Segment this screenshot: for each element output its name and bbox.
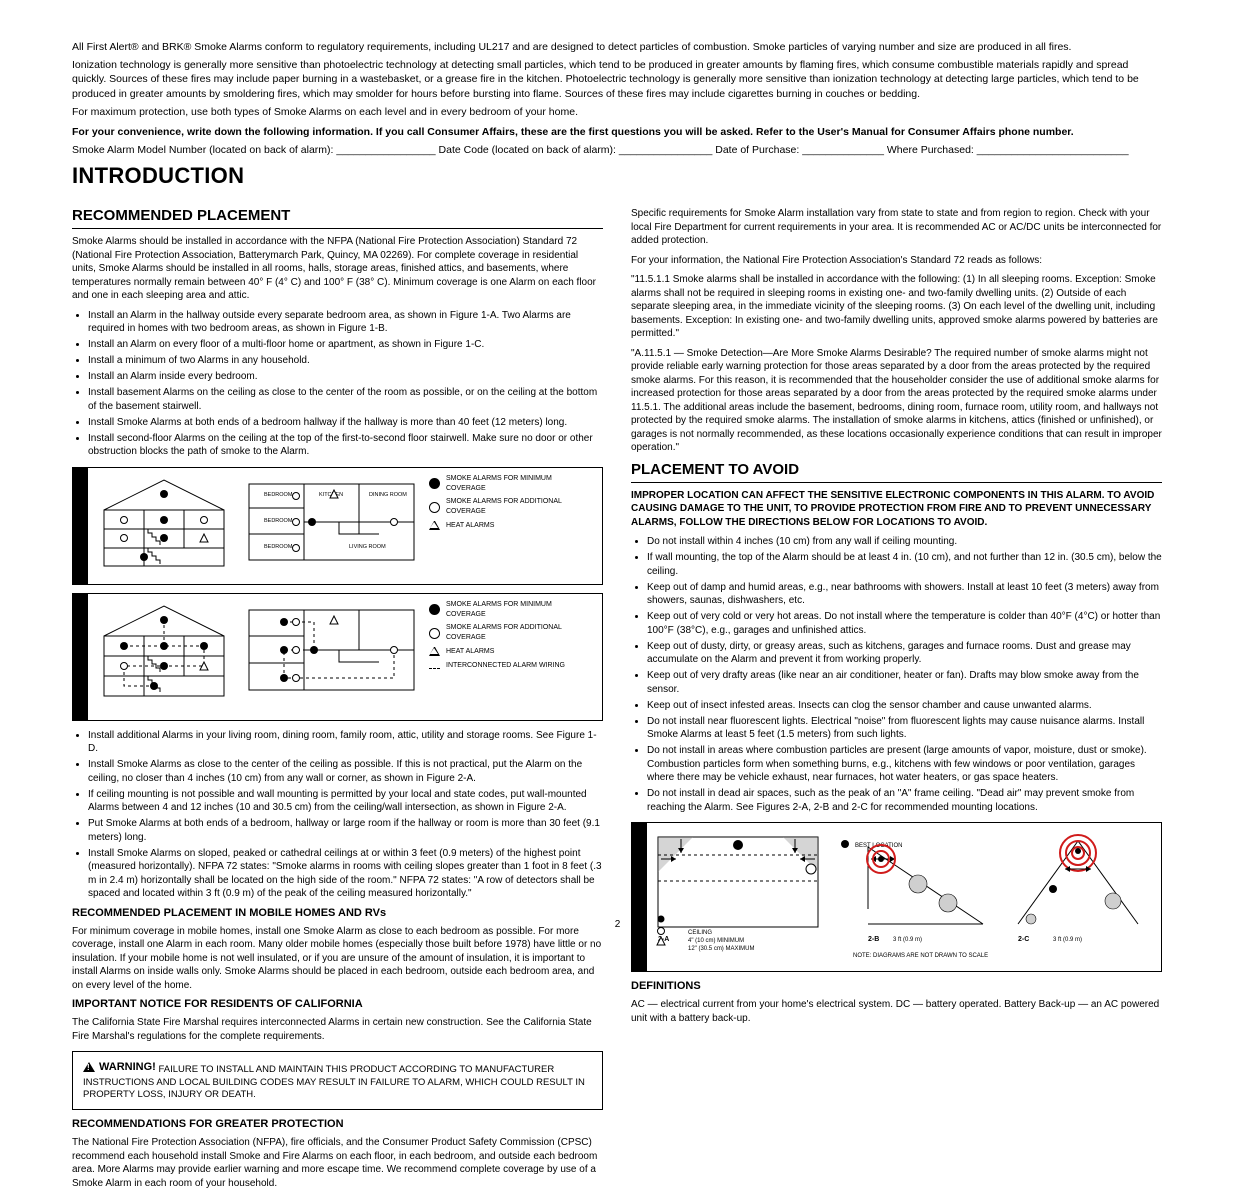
right-p5: AC — electrical current from your home's…: [631, 998, 1162, 1025]
floorplan-interconnected-icon: [244, 600, 419, 706]
house-section-interconnected-icon: [94, 600, 234, 706]
list-item: Install Smoke Alarms on sloped, peaked o…: [88, 847, 603, 901]
list-item: Keep out of damp and humid areas, e.g., …: [647, 581, 1162, 608]
triangle-icon: [429, 521, 440, 530]
right-q1: "11.5.1.1 Smoke alarms shall be installe…: [631, 273, 1162, 341]
right-warn2: IMPROPER LOCATION CAN AFFECT THE SENSITI…: [631, 489, 1162, 530]
figure-2-placement: 2-A CEILING 4" (10 cm) MINIMUM 12" (30.5…: [631, 822, 1162, 972]
list-item: Keep out of dusty, dirty, or greasy area…: [647, 640, 1162, 667]
sub-greater: RECOMMENDATIONS FOR GREATER PROTECTION: [72, 1118, 603, 1130]
warning-heading: WARNING!: [99, 1060, 156, 1074]
svg-text:CEILING: CEILING: [688, 930, 712, 936]
sub-ca: IMPORTANT NOTICE FOR RESIDENTS OF CALIFO…: [72, 998, 603, 1010]
warning-body: FAILURE TO INSTALL AND MAINTAIN THIS PRO…: [83, 1064, 585, 1100]
svg-text:4" (10 cm) MINIMUM: 4" (10 cm) MINIMUM: [688, 938, 744, 944]
open-circle-icon: [429, 502, 440, 513]
list-item: Do not install within 4 inches (10 cm) f…: [647, 535, 1162, 549]
header-fields: Smoke Alarm Model Number (located on bac…: [72, 143, 1163, 157]
list-item: Keep out of insect infested areas. Insec…: [647, 699, 1162, 713]
list-item: Install an Alarm in the hallway outside …: [88, 309, 603, 336]
open-circle-icon: [429, 628, 440, 639]
page-header: All First Alert® and BRK® Smoke Alarms c…: [72, 40, 1163, 157]
list-item: Install second-floor Alarms on the ceili…: [88, 432, 603, 459]
list-item: Install additional Alarms in your living…: [88, 729, 603, 756]
svg-text:BEDROOM: BEDROOM: [264, 518, 293, 524]
left-column: RECOMMENDED PLACEMENT Smoke Alarms shoul…: [72, 201, 603, 1196]
legend-1: SMOKE ALARMS FOR MINIMUM COVERAGE SMOKE …: [429, 474, 579, 535]
sub-defs: DEFINITIONS: [631, 980, 1162, 992]
ceiling-placement-diagram: 2-A CEILING 4" (10 cm) MINIMUM 12" (30.5…: [653, 829, 1148, 959]
warning-box: WARNING! FAILURE TO INSTALL AND MAINTAIN…: [72, 1051, 603, 1110]
list-item: Install a minimum of two Alarms in any h…: [88, 354, 603, 368]
svg-text:BEDROOM: BEDROOM: [264, 492, 293, 498]
heading-avoid: PLACEMENT TO AVOID: [631, 461, 1162, 483]
left-p2: For minimum coverage in mobile homes, in…: [72, 925, 603, 993]
list-item: Install an Alarm on every floor of a mul…: [88, 338, 603, 352]
filled-circle-icon: [429, 604, 440, 615]
list-item: Do not install near fluorescent lights. …: [647, 715, 1162, 742]
list-item: Do not install in areas where combustion…: [647, 744, 1162, 785]
list-item: Put Smoke Alarms at both ends of a bedro…: [88, 817, 603, 844]
svg-text:2-C: 2-C: [1018, 936, 1029, 943]
svg-text:BEDROOM: BEDROOM: [264, 544, 293, 550]
svg-text:NOTE: DIAGRAMS ARE NOT DRAWN T: NOTE: DIAGRAMS ARE NOT DRAWN TO SCALE: [853, 953, 988, 959]
header-line1: All First Alert® and BRK® Smoke Alarms c…: [72, 40, 1163, 54]
heading-recommended: RECOMMENDED PLACEMENT: [72, 207, 603, 229]
floorplan-icon: BEDROOM BEDROOM BEDROOM KITCHEN DINING R…: [244, 474, 419, 570]
figure-1-interconnected: SMOKE ALARMS FOR MINIMUM COVERAGE SMOKE …: [72, 593, 603, 721]
page-number: 2: [615, 919, 621, 930]
right-lead: Specific requirements for Smoke Alarm in…: [631, 207, 1162, 248]
legend-2: SMOKE ALARMS FOR MINIMUM COVERAGE SMOKE …: [429, 600, 579, 675]
list-item: Install basement Alarms on the ceiling a…: [88, 386, 603, 413]
svg-text:3 ft (0.9 m): 3 ft (0.9 m): [893, 937, 922, 943]
svg-text:12" (30.5 cm) MAXIMUM: 12" (30.5 cm) MAXIMUM: [688, 946, 754, 952]
svg-text:DINING ROOM: DINING ROOM: [369, 492, 407, 498]
svg-text:3 ft (0.9 m): 3 ft (0.9 m): [1053, 937, 1082, 943]
svg-text:LIVING ROOM: LIVING ROOM: [349, 544, 386, 550]
right-q2: "A.11.5.1 — Smoke Detection—Are More Smo…: [631, 347, 1162, 455]
page-title: INTRODUCTION: [72, 163, 1163, 189]
left-p1: Smoke Alarms should be installed in acco…: [72, 235, 603, 303]
left-list1: Install an Alarm in the hallway outside …: [72, 309, 603, 459]
right-list: Do not install within 4 inches (10 cm) f…: [631, 535, 1162, 814]
list-item: If ceiling mounting is not possible and …: [88, 788, 603, 815]
figure-1-single: BEDROOM BEDROOM BEDROOM KITCHEN DINING R…: [72, 467, 603, 585]
filled-circle-icon: [429, 478, 440, 489]
list-item: Install Smoke Alarms at both ends of a b…: [88, 416, 603, 430]
left-list1b: Install additional Alarms in your living…: [72, 729, 603, 901]
list-item: Keep out of very drafty areas (like near…: [647, 669, 1162, 696]
left-p4: The National Fire Protection Association…: [72, 1136, 603, 1190]
right-nfpa1: For your information, the National Fire …: [631, 254, 1162, 268]
list-item: Do not install in dead air spaces, such …: [647, 787, 1162, 814]
right-column: Specific requirements for Smoke Alarm in…: [631, 201, 1162, 1196]
list-item: If wall mounting, the top of the Alarm s…: [647, 551, 1162, 578]
list-item: Keep out of very cold or very hot areas.…: [647, 610, 1162, 637]
sub-mobile: RECOMMENDED PLACEMENT IN MOBILE HOMES AN…: [72, 907, 603, 919]
header-phone: For your convenience, write down the fol…: [72, 125, 1163, 139]
list-item: Install an Alarm inside every bedroom.: [88, 370, 603, 384]
triangle-icon: [429, 647, 440, 656]
list-item: Install Smoke Alarms as close to the cen…: [88, 758, 603, 785]
header-line3: For maximum protection, use both types o…: [72, 105, 1163, 119]
dashed-line-icon: [429, 668, 440, 669]
left-p3: The California State Fire Marshal requir…: [72, 1016, 603, 1043]
house-section-icon: [94, 474, 234, 570]
warning-icon: [83, 1062, 95, 1072]
svg-text:2-B: 2-B: [868, 936, 879, 943]
